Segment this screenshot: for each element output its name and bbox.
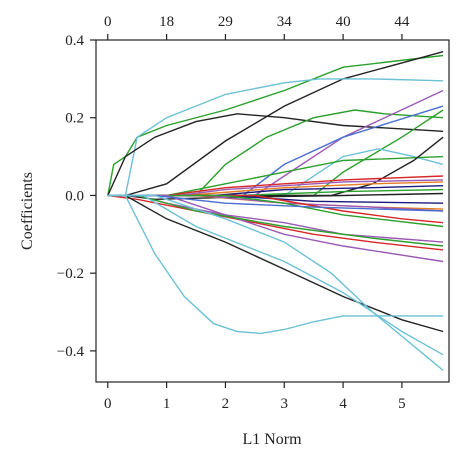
x-tick-label: 1: [163, 396, 171, 412]
y-axis-title: Coefficients: [19, 172, 36, 250]
y-tick-label: −0.4: [57, 344, 85, 360]
y-tick-label: 0.2: [65, 111, 84, 127]
plot-frame: [95, 39, 450, 383]
x-tick-label: 5: [398, 396, 406, 412]
x-tick-label: 0: [104, 396, 112, 412]
series-line-24: [107, 194, 444, 251]
y-tick-label: 0.4: [65, 33, 84, 49]
top-tick-label: 18: [159, 14, 174, 30]
x-axis-title: L1 Norm: [242, 431, 302, 448]
y-axis-ticks: 0.4 0.2 0.0 −0.2 −0.4: [57, 33, 96, 360]
x-axis-ticks: 0 1 2 3 4 5: [104, 382, 406, 412]
series-line-22: [107, 194, 444, 228]
series-line-28: [107, 194, 444, 333]
top-tick-label: 34: [277, 14, 293, 30]
top-tick-label: 0: [104, 14, 112, 30]
series-line-4: [107, 113, 444, 196]
top-tick-label: 29: [218, 14, 233, 30]
series-line-31: [107, 194, 444, 371]
series-line-3: [107, 78, 444, 197]
x-tick-label: 2: [222, 396, 230, 412]
series-line-1: [107, 54, 444, 196]
top-axis-ticks: 0 18 29 34 40 44: [104, 14, 410, 40]
y-tick-label: −0.2: [57, 266, 84, 282]
top-tick-label: 40: [336, 14, 351, 30]
series-line-29: [107, 194, 444, 335]
series-group: [107, 51, 444, 371]
x-tick-label: 4: [339, 396, 347, 412]
top-tick-label: 44: [394, 14, 410, 30]
y-tick-label: 0.0: [65, 188, 84, 204]
x-tick-label: 3: [281, 396, 289, 412]
